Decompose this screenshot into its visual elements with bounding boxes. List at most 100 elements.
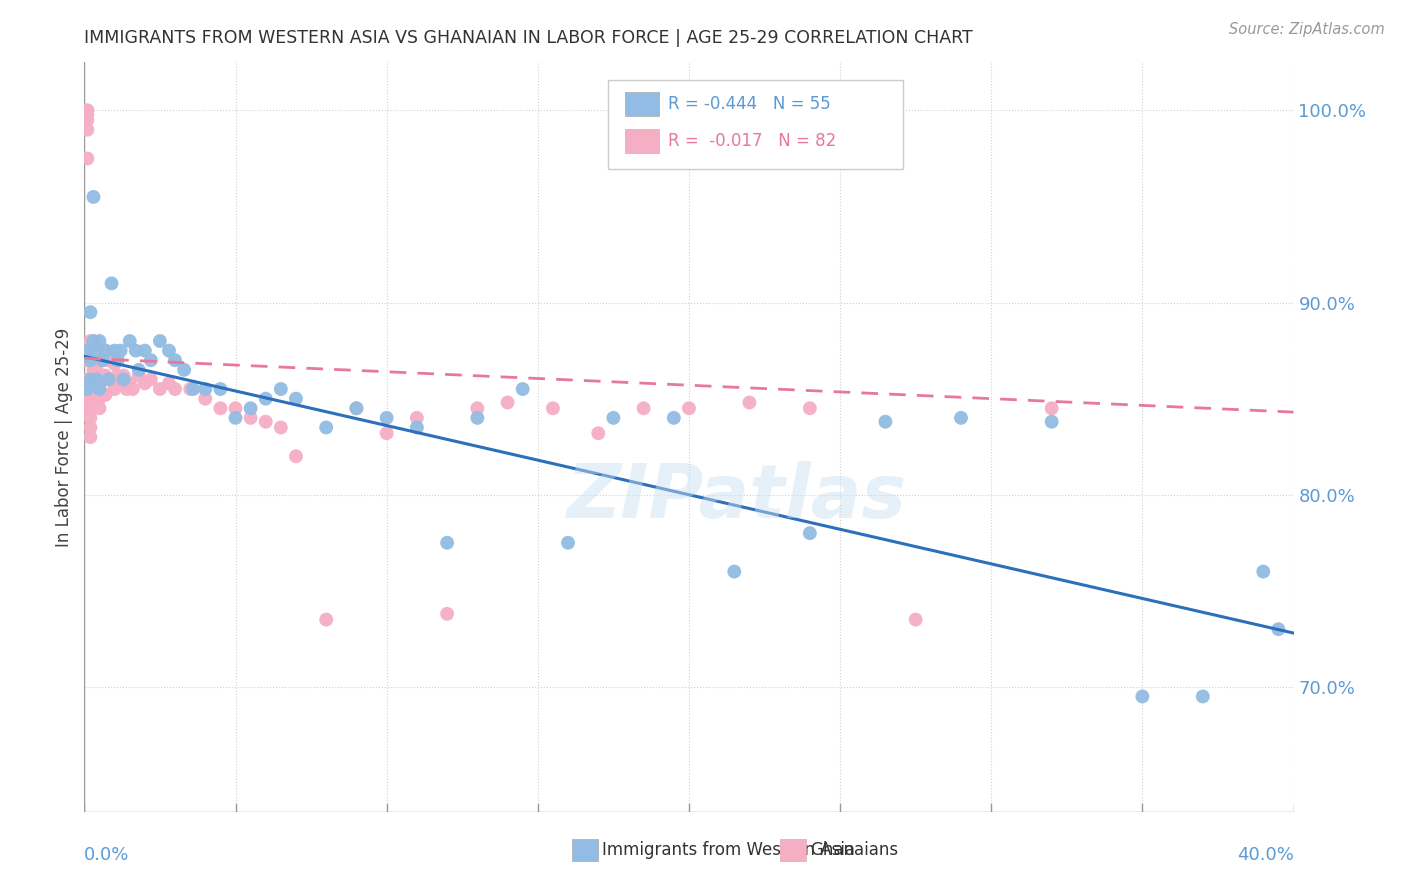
Point <box>181 382 204 396</box>
Point <box>173 363 195 377</box>
Point <box>89 401 111 416</box>
Point <box>82 376 104 391</box>
Point <box>139 372 162 386</box>
Point <box>76 107 98 121</box>
Point <box>76 401 98 416</box>
Point <box>496 395 519 409</box>
Point <box>91 388 114 402</box>
Point <box>76 353 98 368</box>
Point <box>79 420 101 434</box>
Point <box>112 372 135 386</box>
Point <box>254 415 277 429</box>
Point <box>104 357 127 371</box>
Point <box>91 353 114 368</box>
Point <box>79 401 101 416</box>
Point <box>76 372 98 386</box>
Point <box>89 382 111 396</box>
Point <box>633 401 655 416</box>
Point <box>225 401 247 416</box>
Point <box>128 368 150 383</box>
Point <box>165 353 187 368</box>
Point <box>1040 401 1063 416</box>
Point <box>107 353 129 368</box>
Point <box>121 382 143 396</box>
Point <box>110 343 132 358</box>
Point <box>82 382 104 396</box>
Point <box>82 190 104 204</box>
Point <box>157 343 180 358</box>
Point <box>139 353 162 368</box>
Point <box>467 410 489 425</box>
Text: Source: ZipAtlas.com: Source: ZipAtlas.com <box>1229 22 1385 37</box>
Point <box>315 613 337 627</box>
Point <box>91 353 114 368</box>
FancyBboxPatch shape <box>607 79 903 169</box>
Point <box>375 410 398 425</box>
Point <box>82 363 104 377</box>
Point <box>100 277 122 291</box>
Point <box>79 353 101 368</box>
Point <box>157 376 180 391</box>
Point <box>950 410 973 425</box>
Point <box>86 363 108 377</box>
Point <box>285 392 308 406</box>
Point <box>125 343 148 358</box>
Point <box>79 353 101 368</box>
Point <box>118 334 141 348</box>
Point <box>86 343 108 358</box>
Point <box>799 401 821 416</box>
Point <box>375 426 398 441</box>
Point <box>239 410 262 425</box>
Point <box>94 343 117 358</box>
Point <box>436 607 458 621</box>
Point <box>79 410 101 425</box>
Point <box>89 353 111 368</box>
Point <box>346 401 368 416</box>
Point <box>254 392 277 406</box>
Point <box>239 401 262 416</box>
Point <box>602 410 624 425</box>
Point <box>662 410 685 425</box>
Point <box>225 410 247 425</box>
Point <box>79 372 101 386</box>
Point <box>104 382 127 396</box>
Text: □: □ <box>581 839 600 859</box>
Text: 0.0%: 0.0% <box>84 847 129 864</box>
Point <box>94 388 117 402</box>
Point <box>118 376 141 391</box>
Point <box>89 334 111 348</box>
Point <box>467 401 489 416</box>
Point <box>97 372 120 386</box>
Point <box>86 382 108 396</box>
Point <box>79 382 101 396</box>
Point <box>270 382 292 396</box>
Point <box>194 382 217 396</box>
Point <box>134 376 156 391</box>
Text: 40.0%: 40.0% <box>1237 847 1294 864</box>
Point <box>79 334 101 348</box>
Point <box>86 343 108 358</box>
Point <box>89 382 111 396</box>
Point <box>79 392 101 406</box>
Point <box>270 420 292 434</box>
Point <box>89 392 111 406</box>
Point <box>107 368 129 383</box>
Point <box>100 372 122 386</box>
Text: Ghanaians: Ghanaians <box>810 841 898 859</box>
Point <box>165 382 187 396</box>
Point <box>79 343 101 358</box>
Point <box>110 376 132 391</box>
Point <box>285 450 308 464</box>
Point <box>1253 565 1275 579</box>
Point <box>1040 415 1063 429</box>
Point <box>541 401 564 416</box>
Point <box>76 103 98 118</box>
Point <box>799 526 821 541</box>
Text: R =  -0.017   N = 82: R = -0.017 N = 82 <box>668 132 837 150</box>
Point <box>94 343 117 358</box>
Point <box>436 535 458 549</box>
Point <box>76 152 98 166</box>
Point <box>678 401 700 416</box>
Text: ZIPatlas: ZIPatlas <box>567 460 907 533</box>
Point <box>82 353 104 368</box>
